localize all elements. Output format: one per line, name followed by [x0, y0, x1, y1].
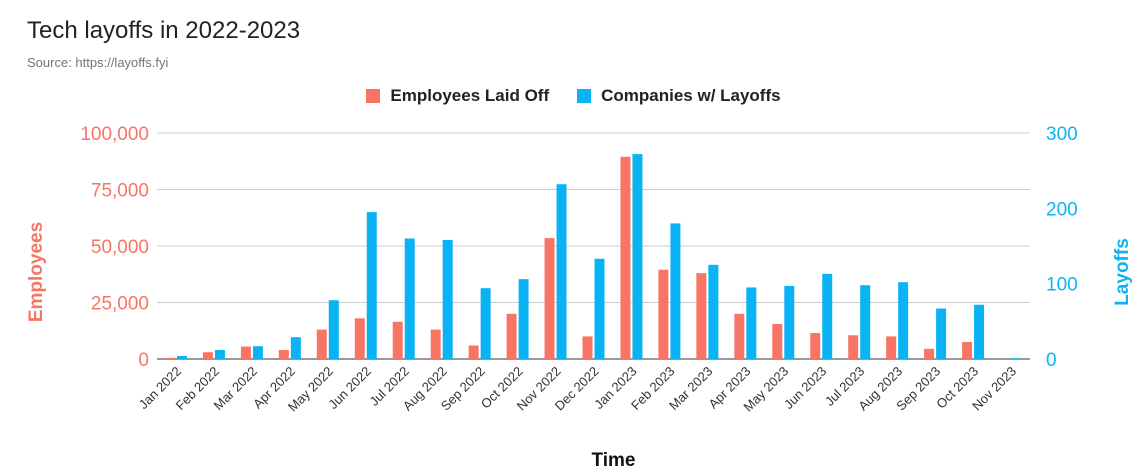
y-tick-left: 50,000: [91, 237, 149, 258]
bar-companies: [974, 304, 985, 359]
legend-item-companies[interactable]: Companies w/ Layoffs: [577, 86, 781, 106]
y-tick-left: 75,000: [91, 181, 149, 202]
bar-employees: [772, 323, 783, 359]
y-tick-left: 0: [138, 350, 149, 371]
legend-swatch-companies: [577, 89, 592, 103]
legend: Employees Laid Off Companies w/ Layoffs: [0, 86, 1147, 106]
bar-companies: [708, 264, 719, 359]
bar-employees: [240, 346, 251, 359]
legend-item-employees[interactable]: Employees Laid Off: [366, 86, 549, 106]
x-tick-label: Jun 2023: [781, 364, 829, 412]
y-tick-right: 300: [1046, 124, 1078, 145]
bar-employees: [962, 342, 973, 359]
y-tick-right: 100: [1046, 275, 1078, 296]
bar-employees: [316, 329, 327, 359]
bar-companies: [404, 238, 415, 359]
bar-companies: [860, 285, 871, 359]
y-tick-left: 25,000: [91, 294, 149, 315]
bar-companies: [556, 184, 567, 359]
legend-swatch-employees: [366, 89, 381, 103]
bar-employees: [848, 335, 859, 359]
bar-companies: [366, 212, 377, 359]
bar-companies: [214, 349, 225, 359]
x-axis-title: Time: [591, 450, 635, 471]
bar-companies: [936, 308, 947, 359]
bar-employees: [658, 269, 669, 359]
bar-companies: [480, 288, 491, 359]
bar-companies: [746, 287, 757, 359]
bar-employees: [278, 349, 289, 359]
bar-companies: [518, 279, 529, 359]
bar-employees: [886, 336, 897, 359]
bar-companies: [176, 355, 187, 359]
bar-employees: [544, 238, 555, 359]
bar-companies: [290, 337, 301, 359]
bar-employees: [164, 357, 175, 359]
legend-label-companies: Companies w/ Layoffs: [601, 86, 781, 105]
y-axis-title-right: Layoffs: [1112, 238, 1133, 306]
bar-companies: [252, 346, 263, 359]
bar-employees: [506, 313, 517, 359]
bar-employees: [620, 156, 631, 359]
bar-companies: [328, 300, 339, 359]
bar-companies: [594, 258, 605, 359]
bar-companies: [822, 273, 833, 359]
legend-label-employees: Employees Laid Off: [390, 86, 550, 105]
bar-employees: [202, 352, 213, 359]
y-tick-right: 200: [1046, 199, 1078, 220]
bar-companies: [898, 282, 909, 359]
y-tick-left: 100,000: [80, 124, 149, 145]
y-tick-right: 0: [1046, 350, 1057, 371]
bar-companies: [784, 285, 795, 359]
bar-employees: [582, 336, 593, 359]
chart-title: Tech layoffs in 2022-2023: [27, 17, 301, 44]
bar-companies: [670, 223, 681, 359]
bar-employees: [354, 318, 365, 359]
bar-companies: [1012, 358, 1023, 359]
bar-companies: [632, 154, 643, 359]
chart-subtitle: Source: https://layoffs.fyi: [27, 55, 169, 70]
bar-employees: [430, 329, 441, 359]
y-axis-title-left: Employees: [26, 222, 47, 322]
bar-employees: [696, 273, 707, 359]
bar-employees: [468, 345, 479, 359]
x-tick-label: Jun 2022: [325, 364, 373, 412]
bar-companies: [442, 239, 453, 359]
bar-employees: [734, 313, 745, 359]
bar-employees: [924, 348, 935, 359]
bar-employees: [392, 321, 403, 359]
bar-employees: [810, 333, 821, 359]
